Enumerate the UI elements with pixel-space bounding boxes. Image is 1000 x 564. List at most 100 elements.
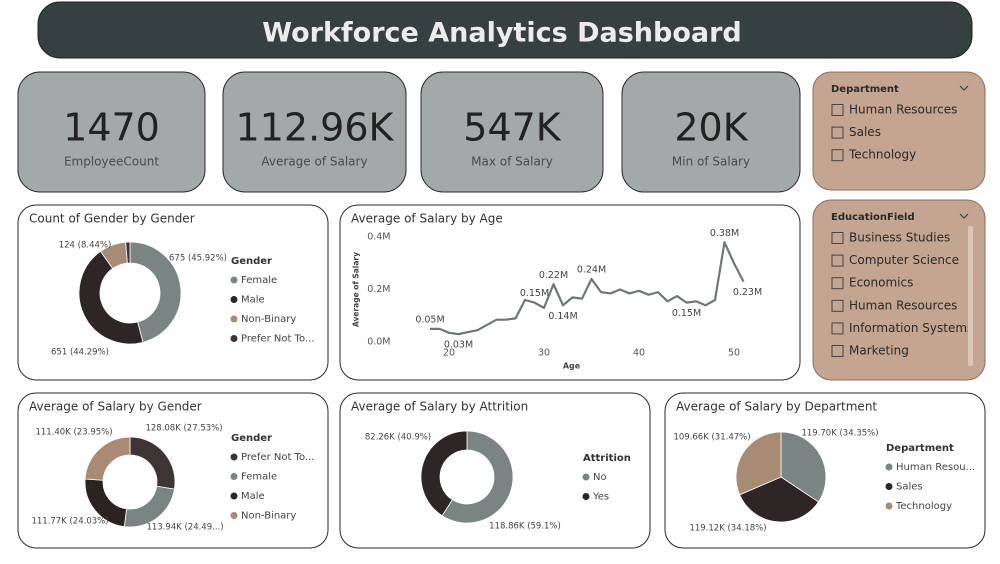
line-series: [430, 241, 745, 336]
legend-label: No: [593, 472, 607, 483]
chart-title: Average of Salary by Gender: [29, 400, 202, 414]
chart-card: [339, 204, 801, 381]
legend-marker: [230, 276, 238, 284]
legend-marker: [230, 512, 238, 519]
slicer-item[interactable]: Human Resources: [849, 298, 957, 312]
slice: [441, 430, 514, 524]
kpi-label: EmployeeCount: [64, 155, 159, 169]
y-tick-label: 0.0M: [367, 337, 390, 348]
legend-marker: [230, 473, 238, 480]
legend-marker: [230, 296, 238, 303]
legend-label: Male: [241, 491, 265, 502]
checkbox[interactable]: [831, 126, 844, 139]
slice: [125, 241, 131, 264]
legend-marker: [230, 492, 238, 500]
checkbox[interactable]: [831, 277, 844, 290]
legend-label: Human Resou...: [896, 462, 975, 473]
legend-label: Sales: [896, 482, 923, 493]
kpi-value: 1470: [63, 106, 160, 150]
checkbox[interactable]: [831, 345, 844, 357]
legend-label: Non-Binary: [241, 511, 296, 522]
checkbox[interactable]: [831, 322, 844, 335]
y-tick-label: 0.4M: [367, 232, 390, 243]
kpi-card: [222, 71, 407, 193]
kpi-card: [420, 71, 604, 193]
data-label: 111.77K (24.03%): [31, 517, 108, 527]
slice: [420, 430, 468, 517]
data-label: 651 (44.29%): [51, 348, 109, 358]
legend-label: Prefer Not To...: [241, 334, 314, 345]
slicer-card: [812, 71, 986, 191]
legend-label: Female: [241, 275, 277, 286]
checkbox[interactable]: [831, 254, 844, 267]
legend-label: Female: [241, 472, 277, 483]
slicer-item[interactable]: Sales: [849, 125, 881, 139]
kpi-label: Min of Salary: [672, 155, 750, 169]
legend-label: Technology: [895, 501, 952, 512]
chart-title: Count of Gender by Gender: [29, 212, 195, 226]
slicer-item[interactable]: Technology: [848, 148, 916, 162]
legend-marker: [230, 453, 238, 461]
checkbox[interactable]: [831, 149, 844, 162]
slicer-item[interactable]: Computer Science: [849, 253, 959, 267]
kpi-label: Average of Salary: [261, 155, 367, 169]
data-label: 0.23M: [733, 287, 762, 298]
slice: [78, 250, 144, 345]
data-label: 0.03M: [444, 340, 473, 351]
chart-title: Average of Salary by Attrition: [351, 400, 528, 414]
checkbox[interactable]: [831, 232, 844, 244]
y-axis-label: Average of Salary: [352, 252, 361, 327]
chevron[interactable]: [959, 85, 969, 91]
slicer-title: Department: [831, 84, 899, 95]
slice: [739, 476, 820, 523]
x-tick-label: 50: [728, 348, 740, 359]
legend-marker: [885, 502, 893, 510]
legend-marker: [582, 473, 590, 481]
slicer-item[interactable]: Information Systems: [849, 321, 973, 335]
kpi-value: 112.96K: [236, 106, 395, 150]
slicer-item[interactable]: Marketing: [849, 344, 909, 358]
legend-title: Department: [886, 443, 954, 454]
slicer-item[interactable]: Economics: [849, 276, 913, 290]
kpi-value: 547K: [463, 106, 562, 150]
data-label: 0.15M: [672, 308, 701, 319]
slice: [129, 241, 182, 343]
data-label: 0.22M: [539, 270, 568, 281]
x-tick-label: 40: [633, 348, 645, 359]
kpi-card: [17, 71, 206, 193]
legend-title: Attrition: [583, 453, 631, 464]
y-tick-label: 0.2M: [367, 284, 390, 295]
legend-marker: [230, 315, 238, 323]
chart-title: Average of Salary by Age: [351, 212, 503, 226]
legend-label: Prefer Not To...: [241, 452, 314, 463]
kpi-label: Max of Salary: [471, 155, 553, 169]
legend-title: Gender: [231, 433, 272, 444]
scrollbar: [968, 226, 973, 366]
chevron[interactable]: [959, 213, 969, 219]
data-label: 118.86K (59.1%): [489, 522, 561, 532]
legend-label: Yes: [592, 492, 609, 503]
data-label: 0.15M: [520, 288, 549, 299]
checkbox[interactable]: [831, 104, 844, 116]
x-axis-label: Age: [563, 362, 581, 371]
slice: [735, 431, 782, 496]
data-label: 109.66K (31.47%): [673, 433, 750, 443]
kpi-card: [621, 71, 801, 193]
legend-label: Non-Binary: [241, 314, 296, 325]
legend-marker: [582, 493, 590, 500]
slicer-item[interactable]: Business Studies: [849, 231, 950, 245]
legend-title: Gender: [231, 256, 272, 267]
kpi-value: 20K: [674, 106, 748, 150]
slicer-item[interactable]: Human Resources: [849, 103, 957, 117]
slicer-card: [812, 199, 986, 381]
slice: [84, 436, 131, 481]
data-label: 111.40K (23.95%): [35, 428, 112, 438]
data-label: 0.14M: [548, 311, 577, 322]
legend-marker: [885, 483, 893, 490]
data-label: 0.38M: [710, 228, 739, 239]
data-label: 128.08K (27.53%): [145, 424, 222, 434]
data-label: 119.12K (34.18%): [689, 524, 766, 534]
checkbox[interactable]: [831, 299, 844, 312]
data-label: 0.24M: [577, 265, 606, 276]
